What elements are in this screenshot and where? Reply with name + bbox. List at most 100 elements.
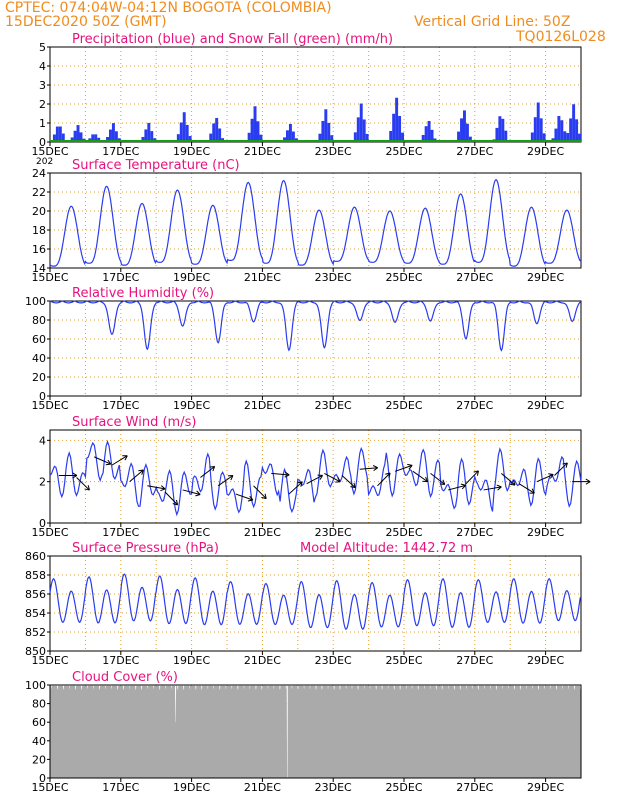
precip-bar <box>109 129 112 142</box>
wind-arrow-head <box>407 463 413 470</box>
precip-bar <box>424 126 428 142</box>
precip-bar <box>353 132 357 142</box>
x-tick-label: 21DEC <box>244 271 281 284</box>
x-tick-label: 15DEC <box>31 145 68 158</box>
precip-bar <box>73 130 77 142</box>
wind-arrow-head <box>529 488 535 494</box>
y-tick-label: 0 <box>39 136 46 149</box>
wind-arrow-head <box>138 469 144 475</box>
precip-bar <box>259 134 263 142</box>
precip-bar <box>61 133 65 142</box>
x-tick-label: 29DEC <box>527 145 564 158</box>
x-tick-label: 19DEC <box>173 526 210 539</box>
panel-title: Precipitation (blue) and Snow Fall (gree… <box>72 32 393 47</box>
y-tick-label: 852 <box>25 626 46 639</box>
y-tick-label: 850 <box>25 645 46 658</box>
wind-arrow-head <box>72 472 78 479</box>
wind-arrow-head <box>335 477 341 483</box>
x-tick-label: 23DEC <box>315 654 352 667</box>
wind-arrow-head <box>548 473 554 479</box>
precip-bar <box>530 132 534 142</box>
precip-bar <box>463 110 466 142</box>
x-tick-label: 27DEC <box>456 526 493 539</box>
precip-bar <box>188 136 192 142</box>
y-tick-label: 60 <box>32 333 46 346</box>
precip-bar <box>327 122 331 142</box>
precip-bar <box>79 132 83 142</box>
x-tick-label: 17DEC <box>102 399 139 412</box>
precip-bar <box>569 118 573 142</box>
wind-arrow-head <box>297 481 303 487</box>
panel-title: Surface Temperature (nC) <box>72 158 240 173</box>
x-tick-label: 17DEC <box>102 526 139 539</box>
pressure-line <box>49 573 581 631</box>
x-tick-label: 15DEC <box>31 781 68 794</box>
precip-bar <box>566 132 570 142</box>
panel-4: 850 852 854 856 858 860 15DEC 17DEC 19DEC 21DEC 23… <box>25 541 582 667</box>
x-tick-label: 27DEC <box>456 781 493 794</box>
y-tick-label: 100 <box>25 295 46 308</box>
panel-title: Surface Wind (m/s) <box>72 415 196 430</box>
precip-bar <box>465 123 469 142</box>
wind-arrow <box>536 473 554 483</box>
x-tick-label: 29DEC <box>527 399 564 412</box>
panel-title: Surface Pressure (hPa) <box>72 541 219 556</box>
panel-3: 0 2 4 15DEC 17DEC 19DEC 21DEC 23DEC 25DEC 27DEC 29… <box>31 415 591 539</box>
x-tick-label: 21DEC <box>244 526 281 539</box>
x-tick-label: 19DEC <box>173 271 210 284</box>
wind-arrow <box>483 486 502 491</box>
precip-bar <box>539 118 543 142</box>
wind-arrow-head <box>160 485 166 492</box>
precip-bar <box>321 120 325 142</box>
precip-bar <box>52 134 56 142</box>
x-tick-label: 17DEC <box>102 271 139 284</box>
precip-bar <box>111 123 115 142</box>
panel-title: Cloud Cover (%) <box>72 670 178 685</box>
y-tick-label: 18 <box>32 224 46 237</box>
precip-bar <box>359 103 363 142</box>
x-tick-label: 15DEC <box>31 271 68 284</box>
x-tick-label: 27DEC <box>456 145 493 158</box>
precip-bar <box>256 121 260 142</box>
wind-arrow-head <box>172 499 179 506</box>
panel-0: 0 1 2 3 4 5 15DEC 17DEC 19DEC 21DEC 23DEC 25DEC 27DE… <box>31 32 582 167</box>
y-tick-label: 0 <box>39 390 46 403</box>
x-tick-label: 25DEC <box>385 526 422 539</box>
precip-bar <box>542 133 546 142</box>
y-tick-label: 40 <box>32 735 46 748</box>
precip-bar <box>498 116 502 142</box>
y-tick-label: 80 <box>32 698 46 711</box>
panel-frame <box>49 555 582 652</box>
y-tick-label: 2 <box>39 476 46 489</box>
precip-bar <box>141 136 145 142</box>
precip-bar <box>55 126 59 142</box>
precip-bar <box>150 131 154 142</box>
cloud-cover-area <box>50 685 581 778</box>
precip-bar <box>212 123 216 142</box>
precip-bar <box>356 117 360 142</box>
y-tick-label: 3 <box>39 79 46 92</box>
precip-bar <box>395 97 399 142</box>
wind-arrow-head <box>585 478 591 485</box>
precip-bar <box>283 137 286 142</box>
panel-1: 14 16 18 20 22 24 15DEC 17DEC 19DEC 21DEC 23DEC 25D… <box>31 158 582 284</box>
x-tick-label: 23DEC <box>315 781 352 794</box>
precip-bar <box>427 120 431 142</box>
wind-arrow <box>253 485 267 499</box>
x-tick-label: 19DEC <box>173 399 210 412</box>
wind-arrow <box>377 472 391 487</box>
panel-frame <box>49 172 582 269</box>
precip-bar <box>91 134 95 142</box>
y-tick-label: 20 <box>32 371 46 384</box>
precip-bar <box>504 130 508 142</box>
wind-arrow <box>306 474 323 485</box>
x-tick-label: 19DEC <box>173 654 210 667</box>
x-tick-label: 29DEC <box>527 271 564 284</box>
x-tick-label: 19DEC <box>173 781 210 794</box>
precip-bar <box>457 131 461 142</box>
precip-bar <box>536 102 540 142</box>
x-tick-label: 25DEC <box>385 271 422 284</box>
precip-bar <box>318 133 322 142</box>
wind-arrow-head <box>439 479 446 485</box>
precip-bar <box>215 117 219 142</box>
